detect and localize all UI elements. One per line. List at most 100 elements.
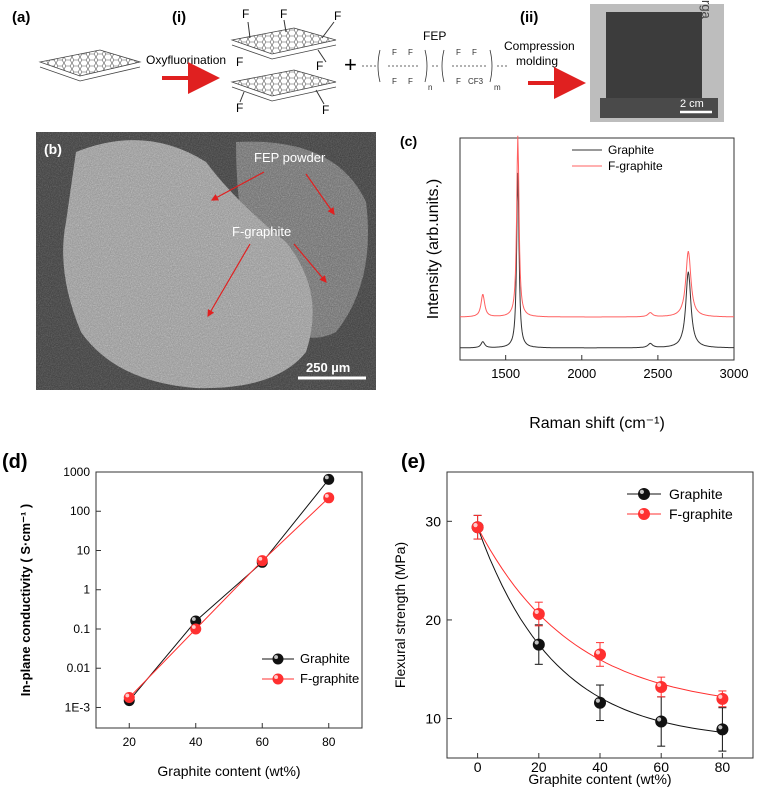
data-point-body [716, 692, 729, 705]
data-point [594, 648, 606, 661]
y-tick-label: 0.1 [73, 622, 90, 636]
legend-marker [638, 508, 650, 520]
legend-label: F-graphite [300, 671, 359, 686]
y-tick-label: 100 [70, 504, 90, 518]
legend-marker-highlight [274, 655, 279, 659]
data-point [532, 638, 545, 651]
data-point-highlight [324, 493, 329, 498]
x-axis-title: Raman shift (cm⁻¹) [529, 415, 665, 432]
y-axis-title: Intensity (arb.units.) [425, 179, 442, 320]
data-point [716, 723, 729, 736]
data-point [594, 696, 606, 709]
legend-marker-highlight [639, 489, 644, 494]
svg-text:rga: rga [699, 0, 714, 20]
f-graphite-sheet-top [230, 27, 337, 55]
svg-text:F: F [392, 48, 397, 57]
graphite-sheet [38, 49, 142, 77]
x-tick-label: 80 [715, 759, 731, 775]
y-tick-label: 10 [425, 711, 441, 727]
svg-text:CF3: CF3 [468, 77, 484, 86]
data-point-body [594, 648, 606, 661]
fep-formula [362, 49, 508, 83]
panel-b-sem-image: (b) FEP powder F-graphite 250 µm [36, 132, 376, 390]
legend-label: Graphite [608, 143, 654, 157]
series-line-f-graphite [128, 497, 330, 698]
svg-text:F: F [392, 77, 397, 86]
data-point-highlight [191, 625, 196, 629]
svg-text:m: m [494, 83, 501, 92]
legend-marker [272, 673, 284, 685]
x-tick-label: 20 [123, 735, 137, 749]
svg-text:F: F [456, 48, 461, 57]
y-tick-label: 30 [425, 513, 441, 529]
data-point-highlight [718, 725, 723, 730]
f-graphite-annotation: F-graphite [232, 224, 291, 239]
series-line-graphite [460, 172, 735, 349]
legend-marker-body [272, 673, 284, 685]
x-tick-label: 60 [653, 759, 669, 775]
x-tick-label: 2500 [643, 366, 672, 381]
data-point [323, 473, 335, 485]
panel-e-label: (e) [401, 451, 425, 473]
data-point [256, 555, 268, 567]
fluorine-atom: F [322, 103, 329, 117]
fluorine-atom: F [236, 101, 243, 115]
panel-c-label: (c) [400, 133, 417, 149]
data-point-highlight [657, 682, 662, 687]
data-point [190, 615, 202, 627]
photo-scale-label: 2 cm [680, 98, 704, 110]
raman-chart: (c) 1500 2000 2500 3000 Raman shift (cm⁻¹) Int… [400, 133, 748, 432]
plot-frame [95, 471, 363, 729]
svg-text:F: F [408, 77, 413, 86]
data-point [655, 715, 668, 728]
x-tick-label: 40 [189, 735, 203, 749]
y-tick-label: 0.01 [67, 661, 91, 675]
data-point-highlight [258, 556, 263, 561]
data-point-highlight [125, 693, 130, 698]
data-point [532, 608, 545, 621]
panel-a-label: (a) [12, 9, 30, 26]
x-tick-label: 40 [592, 759, 608, 775]
molding-label: molding [516, 54, 558, 68]
fluorine-atom: F [280, 7, 287, 21]
data-point-body [256, 555, 268, 567]
data-point-highlight [324, 475, 329, 480]
data-point-body [716, 723, 729, 736]
x-tick-label: 2000 [567, 366, 596, 381]
y-tick-label: 20 [425, 612, 441, 628]
y-tick-label: 1 [83, 583, 90, 597]
x-tick-label: 80 [322, 735, 336, 749]
legend-label: Graphite [300, 651, 350, 666]
svg-text:F: F [408, 48, 413, 57]
x-axis-title: Graphite content (wt%) [157, 763, 300, 779]
legend-marker [638, 488, 650, 500]
y-axis-title: In-plane conductivity ( S·cm⁻¹ ) [18, 504, 33, 697]
data-point-body [594, 696, 606, 709]
legend-marker-highlight [639, 509, 644, 514]
svg-text:n: n [428, 83, 432, 92]
series-line-graphite [128, 478, 330, 701]
panel-b-label: (b) [44, 141, 62, 157]
legend-marker [272, 653, 284, 665]
data-point-highlight [718, 694, 723, 699]
data-point-body [655, 715, 668, 728]
svg-text:F: F [456, 77, 461, 86]
fluorine-atom: F [316, 59, 323, 73]
fit-curve-f-graphite [477, 526, 723, 697]
fluorine-atom: F [236, 55, 243, 69]
data-point-highlight [473, 523, 478, 528]
plot-frame [459, 137, 735, 361]
fep-label: FEP [423, 29, 446, 43]
data-point-body [123, 691, 135, 703]
y-tick-label: 1000 [63, 465, 90, 479]
fluorine-bonds [239, 19, 335, 105]
panel-d-label: (d) [2, 451, 28, 473]
compression-label: Compression [504, 39, 575, 53]
conductivity-chart: (d) 1E-3 0.01 0.1 1 10 100 1000 20 40 60 80 Graphite… [2, 451, 363, 779]
data-point-highlight [657, 717, 662, 722]
annotation-arrows [207, 171, 335, 318]
x-tick-label: 0 [474, 759, 482, 775]
legend-marker-body [638, 488, 650, 500]
data-point-body [532, 608, 545, 621]
fep-powder-annotation: FEP powder [254, 150, 326, 165]
